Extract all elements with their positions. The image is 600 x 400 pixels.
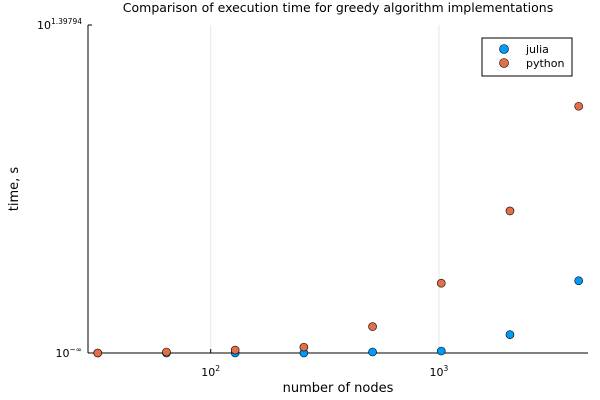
series-python xyxy=(93,101,583,358)
python-point xyxy=(162,347,171,357)
chart-title: Comparison of execution time for greedy … xyxy=(123,0,553,15)
legend-label-python: python xyxy=(526,57,565,70)
python-point xyxy=(436,278,446,288)
julia-point xyxy=(368,347,377,357)
legend-box xyxy=(481,37,573,77)
x-axis-label: number of nodes xyxy=(283,381,394,396)
python-point xyxy=(93,348,103,358)
python-point xyxy=(505,206,515,216)
julia-point xyxy=(436,346,446,356)
python-point xyxy=(368,322,377,331)
python-point xyxy=(299,342,309,352)
legend-marker-julia xyxy=(499,44,509,54)
python-point xyxy=(574,101,583,111)
legend-marker-python xyxy=(499,58,509,68)
python-point xyxy=(230,345,240,355)
julia-point xyxy=(505,330,515,339)
grid xyxy=(210,25,440,353)
y-axis-label: time, s xyxy=(7,167,22,212)
julia-point xyxy=(574,276,583,286)
legend-label-julia: julia xyxy=(525,43,549,56)
data-points xyxy=(93,101,583,358)
